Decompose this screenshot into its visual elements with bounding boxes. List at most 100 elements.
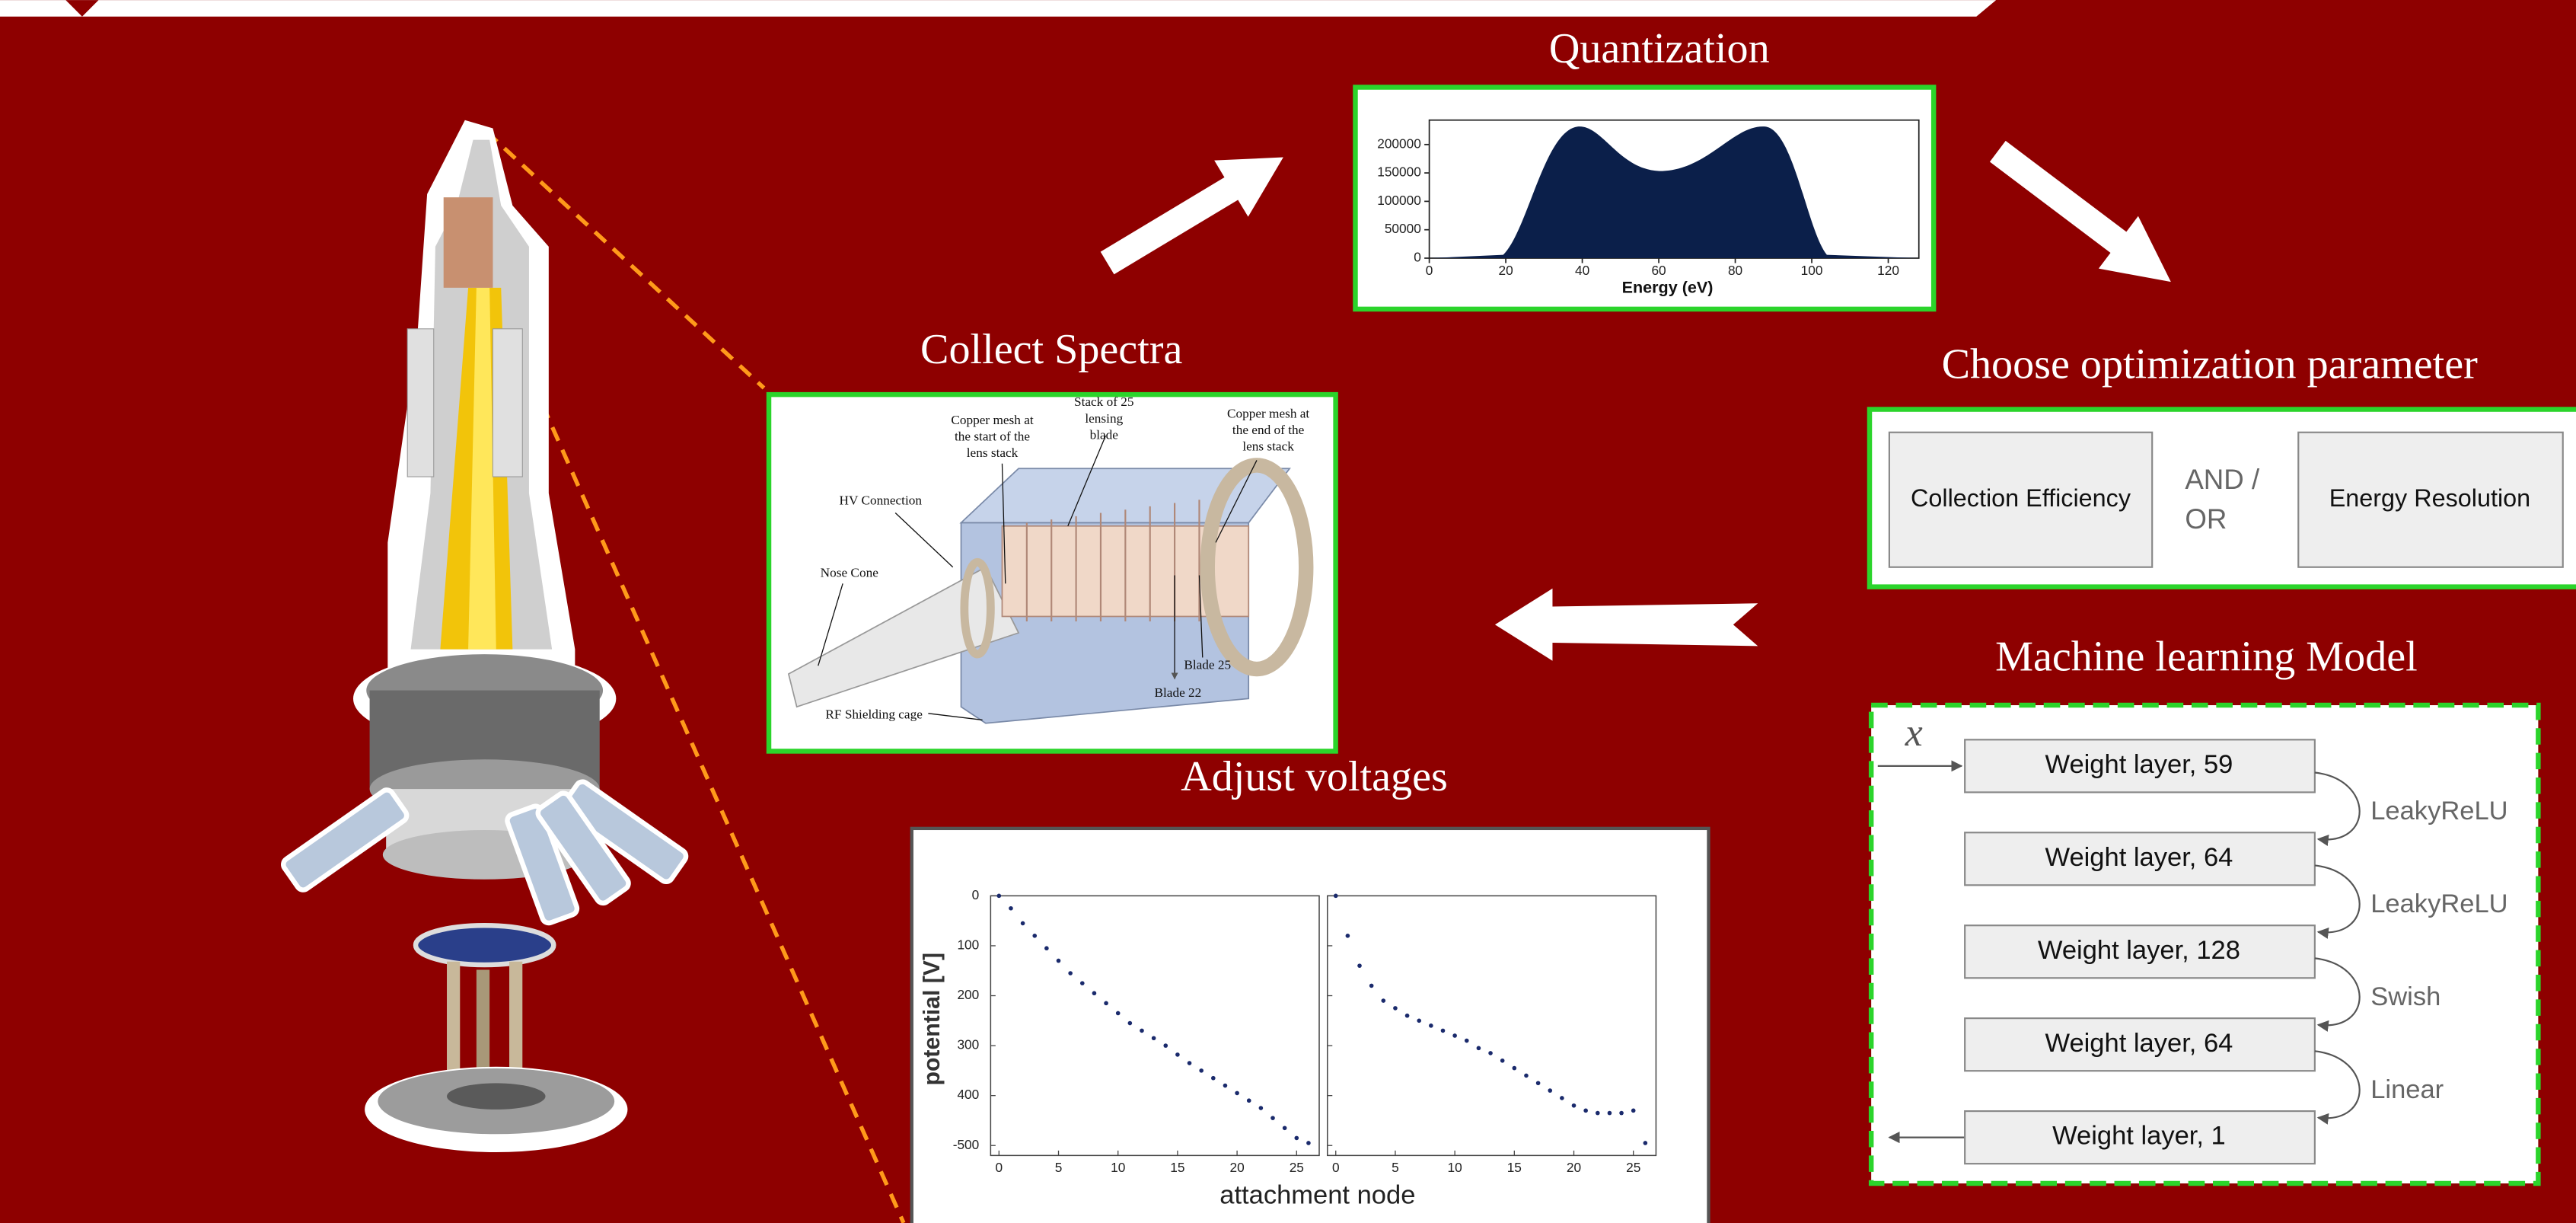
layer-label: Weight layer, 64	[2045, 1029, 2233, 1058]
poster: Quantization Energy (eV) 020406080100120…	[0, 0, 2576, 1223]
x-tick-label: 5	[1392, 1160, 1399, 1175]
connector-label: AND /	[2185, 464, 2260, 495]
data-point	[1294, 1136, 1299, 1141]
data-point	[997, 894, 1002, 899]
x-tick-label: 15	[1170, 1160, 1184, 1175]
voltages-title: Adjust voltages	[1181, 753, 1448, 800]
y-tick-label: 200000	[1377, 136, 1421, 151]
x-tick-label: 100	[1801, 263, 1823, 278]
data-point	[1572, 1103, 1577, 1108]
data-point	[1199, 1068, 1204, 1073]
data-point	[1247, 1098, 1251, 1103]
data-point	[1357, 963, 1362, 968]
data-point	[1393, 1006, 1398, 1011]
data-point	[1405, 1014, 1410, 1018]
page: { "quantization": { "title": "Quantizati…	[0, 0, 2576, 1223]
y-tick-label: 200	[957, 987, 979, 1002]
x-tick-label: 40	[1575, 263, 1589, 278]
data-point	[1163, 1043, 1168, 1048]
annotation: Nose Cone	[821, 566, 879, 580]
data-point	[1441, 1029, 1446, 1033]
data-point	[1452, 1033, 1457, 1038]
x-tick-label: 10	[1448, 1160, 1462, 1175]
annotation: HV Connection	[840, 493, 923, 508]
data-point	[1643, 1141, 1648, 1145]
data-point	[1128, 1021, 1133, 1026]
x-tick-label: 0	[1332, 1160, 1340, 1175]
x-tick-label: 25	[1626, 1160, 1640, 1175]
data-point	[1619, 1111, 1624, 1116]
data-point	[1270, 1116, 1275, 1120]
x-tick-label: 60	[1651, 263, 1666, 278]
data-point	[1429, 1023, 1433, 1028]
y-tick-label: 100	[957, 937, 979, 952]
y-tick-label: 100000	[1377, 193, 1421, 208]
layer-label: Weight layer, 1	[2052, 1122, 2226, 1151]
data-point	[1631, 1109, 1636, 1113]
data-point	[1477, 1046, 1481, 1051]
x-axis-label: attachment node	[1219, 1180, 1415, 1209]
y-axis-label: potential [V]	[920, 953, 945, 1085]
y-tick-label: 150000	[1377, 164, 1421, 180]
data-point	[1513, 1066, 1517, 1071]
x-axis-label: Energy (eV)	[1622, 277, 1714, 296]
x-tick-label: 10	[1111, 1160, 1125, 1175]
activation-label: Linear	[2370, 1075, 2444, 1104]
data-point	[1080, 981, 1085, 985]
optimization-title: Choose optimization parameter	[1942, 340, 2479, 388]
data-point	[1417, 1018, 1421, 1023]
data-point	[1152, 1036, 1156, 1040]
data-point	[1009, 906, 1013, 911]
data-point	[1032, 934, 1037, 938]
data-point	[1211, 1076, 1216, 1081]
data-point	[1560, 1096, 1564, 1100]
data-point	[1188, 1061, 1192, 1065]
top-banner	[0, 0, 1996, 17]
y-tick-label: 50000	[1385, 221, 1421, 236]
x-tick-label: 120	[1877, 263, 1899, 278]
y-tick-label: 0	[1414, 250, 1421, 265]
data-point	[1092, 991, 1097, 995]
layer-label: Weight layer, 59	[2045, 750, 2233, 779]
x-tick-label: 0	[1426, 263, 1433, 278]
data-point	[1116, 1011, 1121, 1016]
option-label: Collection Efficiency	[1911, 484, 2131, 512]
option-label: Energy Resolution	[2329, 484, 2530, 512]
layer-label: Weight layer, 64	[2045, 843, 2233, 872]
data-point	[1596, 1111, 1600, 1116]
data-point	[1583, 1109, 1588, 1113]
data-point	[1104, 1001, 1108, 1006]
y-tick-label: 0	[972, 887, 980, 902]
data-point	[1235, 1091, 1239, 1096]
x-tick-label: 20	[1230, 1160, 1245, 1175]
data-point	[1021, 921, 1025, 926]
activation-label: LeakyReLU	[2370, 889, 2507, 918]
data-point	[1175, 1052, 1180, 1057]
x-tick-label: 20	[1567, 1160, 1581, 1175]
data-point	[1500, 1059, 1505, 1063]
layer-label: Weight layer, 128	[2038, 936, 2240, 965]
data-point	[1223, 1084, 1228, 1088]
data-point	[1536, 1081, 1541, 1085]
data-point	[1608, 1111, 1612, 1116]
data-point	[1068, 971, 1073, 976]
y-tick-label: -500	[953, 1137, 980, 1152]
annotation: RF Shielding cage	[825, 707, 923, 721]
data-point	[1306, 1141, 1311, 1145]
data-point	[1381, 998, 1385, 1003]
data-point	[1283, 1126, 1287, 1130]
data-point	[1346, 934, 1350, 938]
data-point	[1488, 1051, 1493, 1055]
quantization-title: Quantization	[1549, 25, 1770, 72]
data-point	[1044, 946, 1049, 950]
input-symbol: x	[1905, 711, 1923, 755]
model-title: Machine learning Model	[1995, 634, 2418, 681]
x-tick-label: 5	[1055, 1160, 1063, 1175]
x-tick-label: 15	[1507, 1160, 1522, 1175]
data-point	[1057, 959, 1061, 963]
voltage-panel	[912, 829, 1709, 1223]
data-point	[1140, 1029, 1144, 1033]
x-tick-label: 0	[996, 1160, 1003, 1175]
annotation: Blade 25	[1184, 658, 1231, 672]
data-point	[1465, 1039, 1469, 1043]
